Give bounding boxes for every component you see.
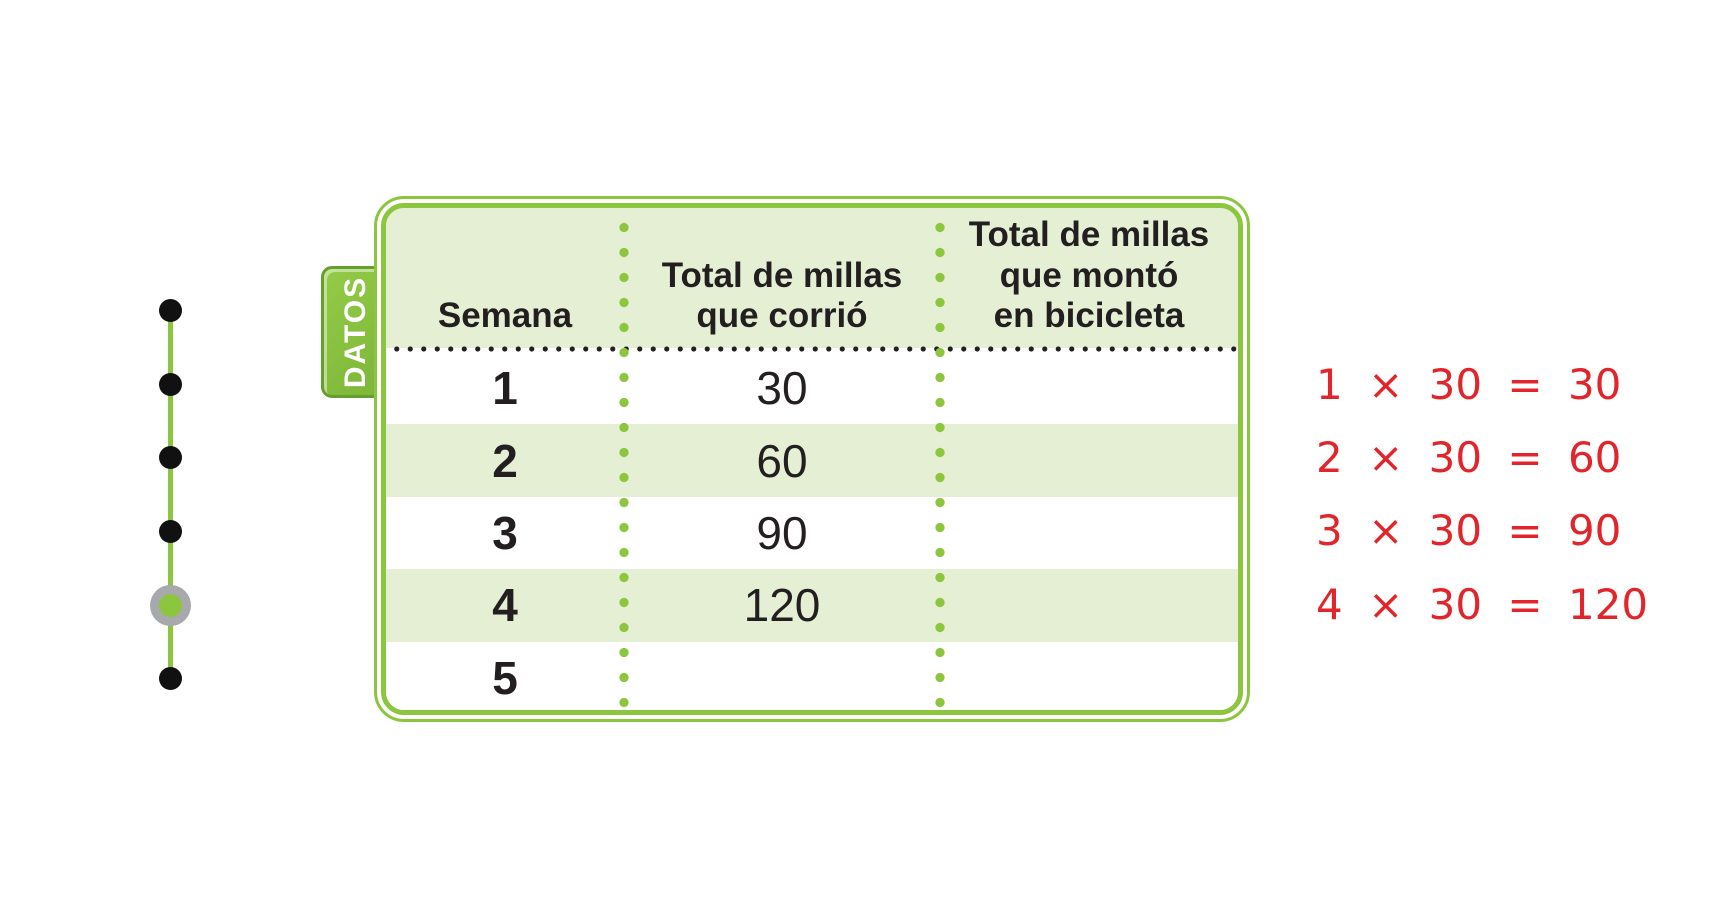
cell-corrio: 30 bbox=[756, 362, 808, 415]
data-table: Semana Total de millas que corrió Total … bbox=[374, 196, 1250, 722]
table-row: 4 120 bbox=[386, 569, 1238, 642]
datos-tab-label: DATOS bbox=[339, 275, 373, 389]
header-line: Semana bbox=[437, 296, 573, 336]
column-divider-dotted bbox=[619, 208, 629, 710]
equation-line: 1 × 30 = 30 bbox=[1316, 360, 1622, 410]
cell-corrio: 120 bbox=[743, 579, 821, 632]
cell-corrio bbox=[624, 642, 940, 710]
table-row: 1 30 bbox=[386, 352, 1238, 425]
table-header-row: Semana Total de millas que corrió Total … bbox=[386, 208, 1238, 348]
table-row: 5 bbox=[386, 641, 1238, 710]
cell-semana: 1 bbox=[492, 362, 518, 415]
stepper-line bbox=[168, 310, 173, 680]
data-table-inner: Semana Total de millas que corrió Total … bbox=[381, 203, 1243, 715]
stepper-dot bbox=[159, 446, 182, 469]
stepper-dot-active bbox=[159, 594, 182, 617]
stepper-dot bbox=[159, 667, 182, 690]
column-header-millas-bicicleta: Total de millas que montó en bicicleta bbox=[940, 208, 1238, 348]
header-separator-dotted-line bbox=[386, 346, 1238, 352]
annotation-equations: 1 × 30 = 30 2 × 30 = 60 3 × 30 = 90 4 × … bbox=[1316, 348, 1648, 641]
column-header-millas-corrio: Total de millas que corrió bbox=[624, 208, 940, 348]
cell-bicicleta bbox=[940, 424, 1238, 496]
header-line: que corrió bbox=[696, 296, 868, 336]
cell-semana: 4 bbox=[492, 579, 518, 632]
cell-bicicleta bbox=[940, 352, 1238, 424]
header-line: Total de millas bbox=[661, 255, 903, 295]
table-row: 2 60 bbox=[386, 424, 1238, 497]
header-line: en bicicleta bbox=[993, 296, 1185, 336]
equation-line: 4 × 30 = 120 bbox=[1316, 579, 1649, 629]
cell-corrio: 60 bbox=[756, 434, 808, 487]
header-line: Total de millas bbox=[968, 215, 1210, 255]
cell-semana: 5 bbox=[492, 651, 518, 704]
cell-semana: 3 bbox=[492, 506, 518, 559]
column-divider-dotted bbox=[935, 208, 945, 710]
stepper-dot bbox=[159, 520, 182, 543]
cell-bicicleta bbox=[940, 642, 1238, 710]
header-line: que montó bbox=[999, 255, 1179, 295]
cell-bicicleta bbox=[940, 569, 1238, 641]
cell-corrio: 90 bbox=[756, 506, 808, 559]
cell-semana: 2 bbox=[492, 434, 518, 487]
column-header-semana: Semana bbox=[386, 208, 624, 348]
stepper-dot bbox=[159, 373, 182, 396]
cell-bicicleta bbox=[940, 497, 1238, 569]
stepper-dot bbox=[159, 299, 182, 322]
equation-line: 3 × 30 = 90 bbox=[1316, 506, 1622, 556]
equation-line: 2 × 30 = 60 bbox=[1316, 433, 1622, 483]
table-row: 3 90 bbox=[386, 496, 1238, 570]
